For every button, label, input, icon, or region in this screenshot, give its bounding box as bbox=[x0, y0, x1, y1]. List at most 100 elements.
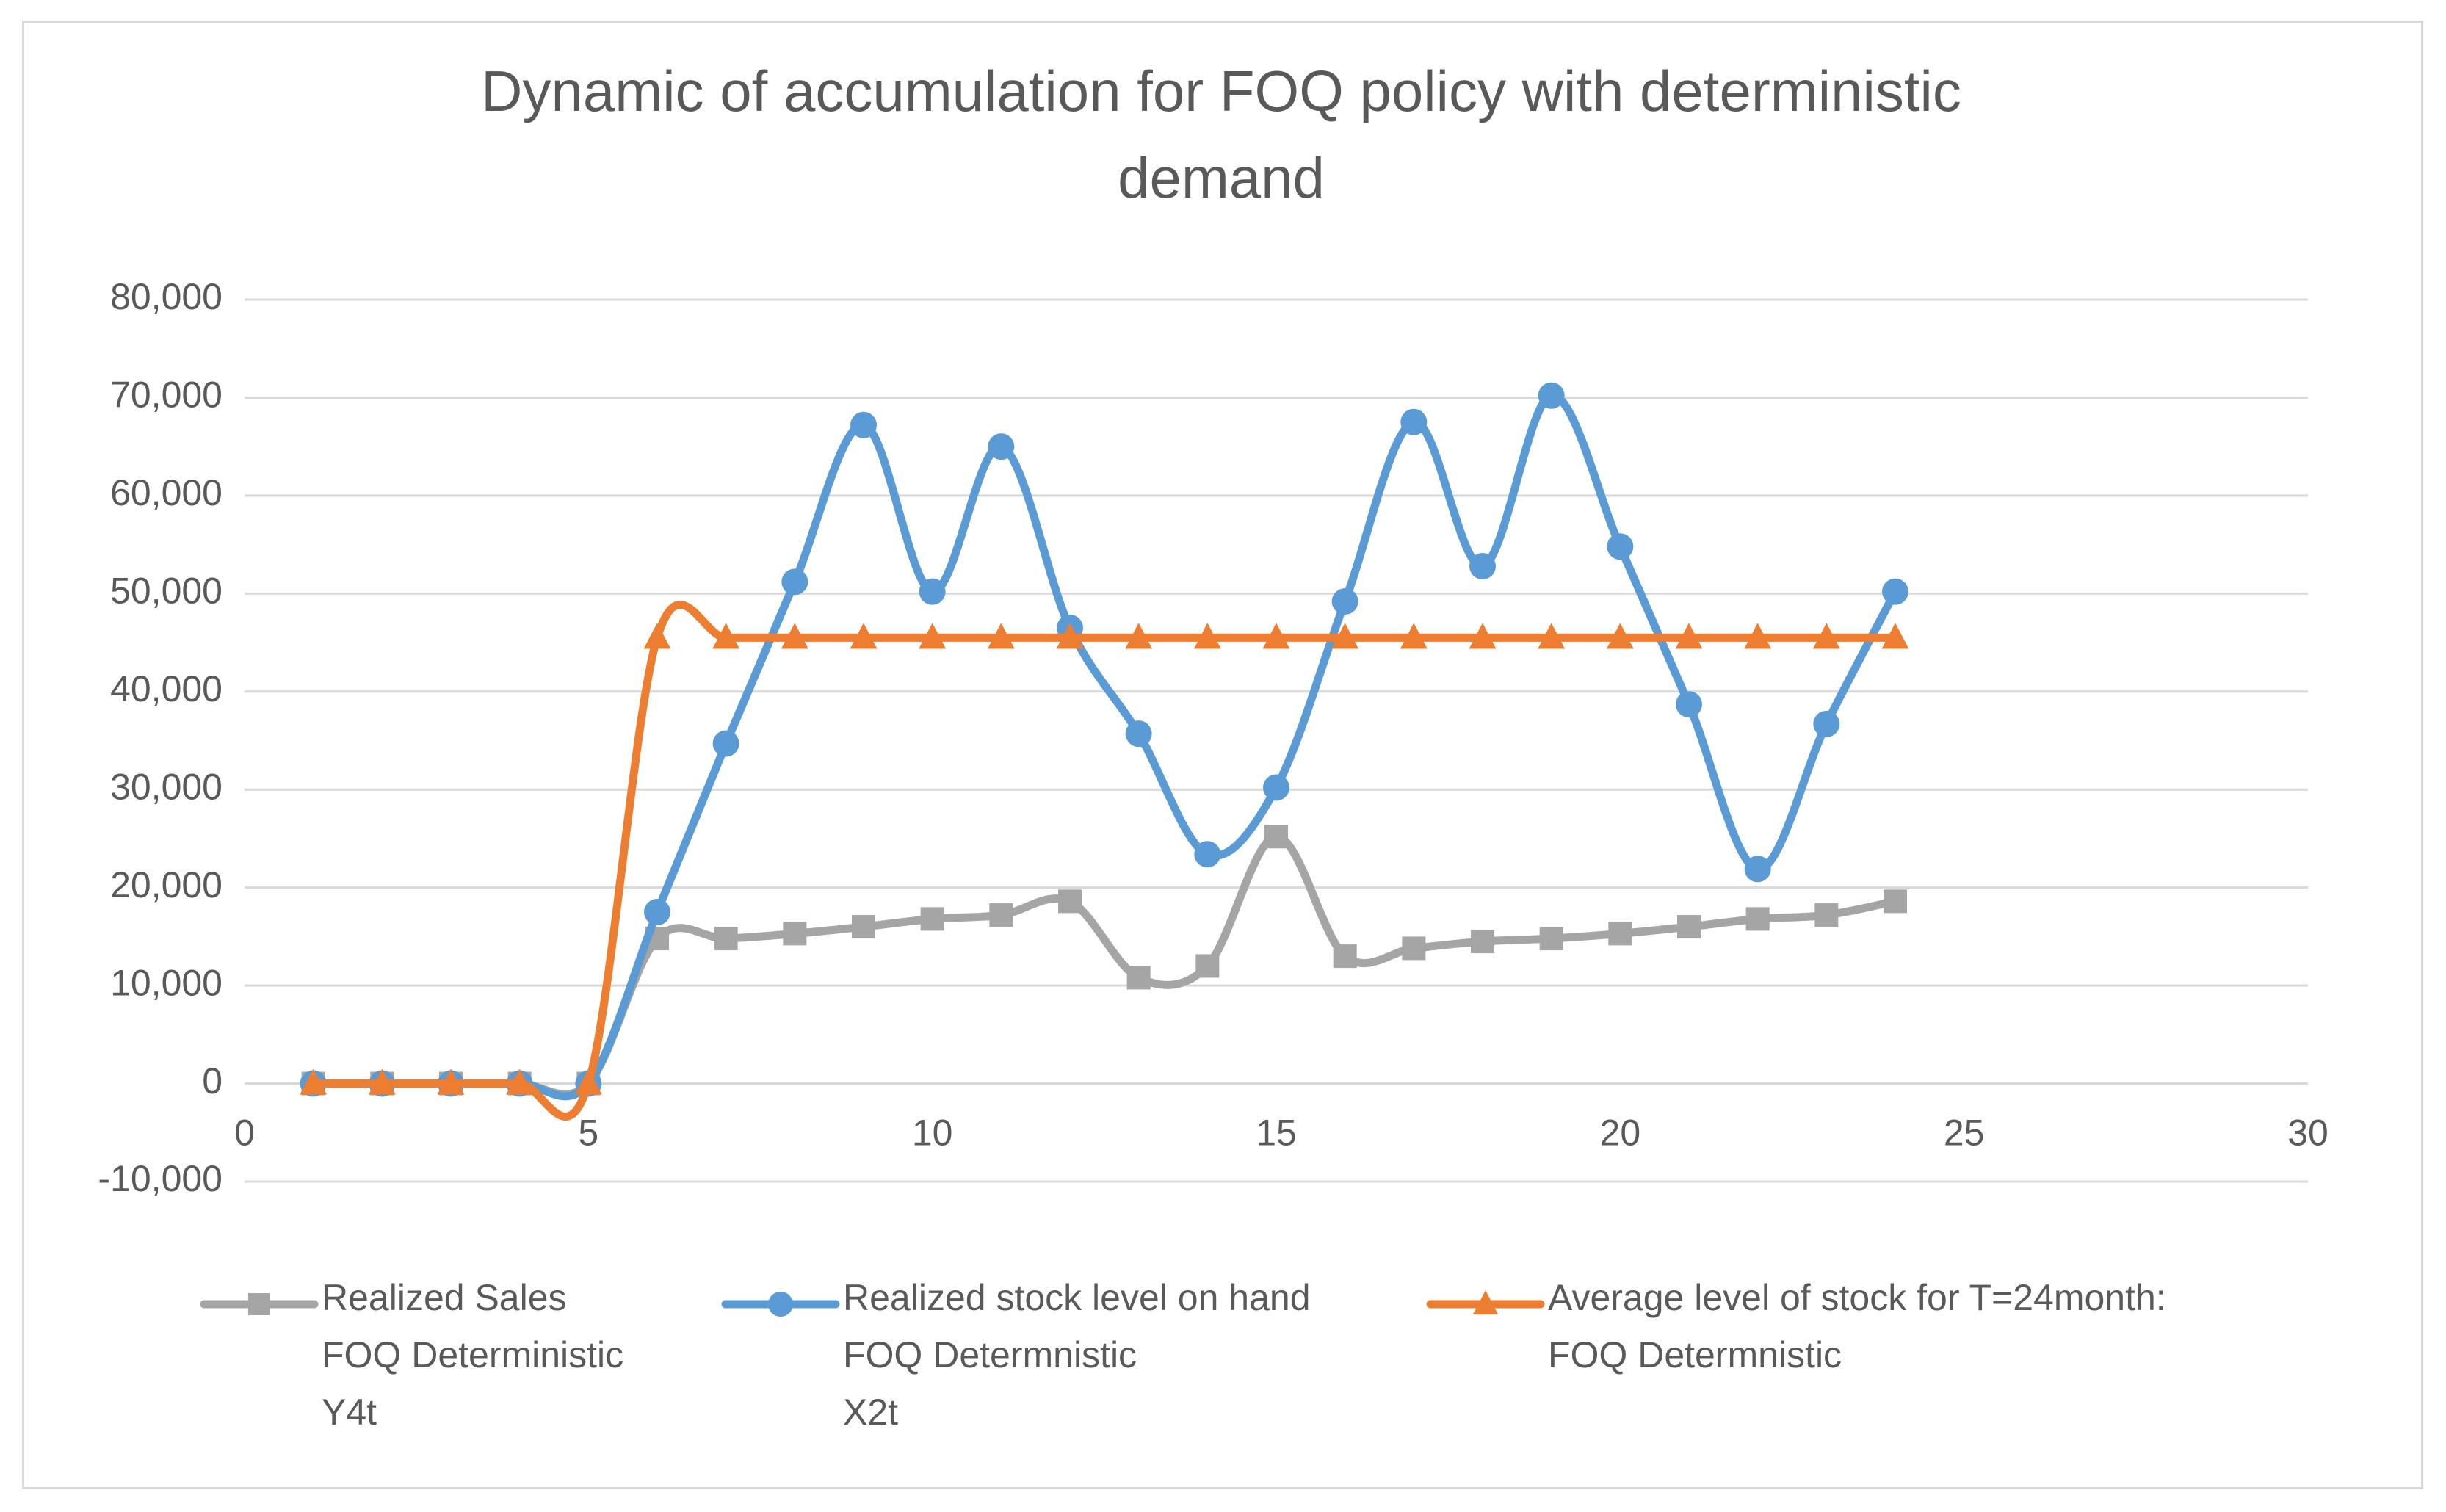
data-point-s2-x9 bbox=[850, 623, 878, 649]
y-tick-label-5: 30,000 bbox=[110, 766, 222, 807]
data-point-s2-x20 bbox=[1606, 623, 1634, 649]
data-point-s1-x9 bbox=[850, 411, 877, 438]
data-point-s0-x14 bbox=[1195, 954, 1220, 978]
y-tick-label-2: 60,000 bbox=[110, 472, 222, 513]
data-point-s0-x24 bbox=[1884, 889, 1907, 914]
y-tick-label-4: 40,000 bbox=[110, 668, 222, 709]
legend-marker-2 bbox=[1472, 1290, 1499, 1315]
series-circle-1 bbox=[300, 382, 1908, 1101]
data-point-s0-x18 bbox=[1471, 930, 1494, 954]
x-tick-label-2: 10 bbox=[912, 1113, 953, 1154]
y-tick-label-0: 80,000 bbox=[110, 276, 222, 317]
data-point-s2-x2 bbox=[368, 1068, 396, 1095]
x-tick-label-6: 30 bbox=[2287, 1113, 2329, 1154]
data-point-s2-x8 bbox=[781, 623, 808, 649]
y-tick-label-7: 10,000 bbox=[110, 962, 222, 1003]
data-point-s2-x4 bbox=[506, 1068, 534, 1095]
data-point-s0-x17 bbox=[1402, 936, 1426, 961]
y-tick-label-8: 0 bbox=[202, 1060, 222, 1102]
x-tick-label-4: 20 bbox=[1600, 1113, 1641, 1154]
series-layer bbox=[300, 382, 1909, 1121]
data-point-s2-x23 bbox=[1812, 623, 1840, 649]
data-point-s1-x21 bbox=[1676, 691, 1702, 718]
series-line-2 bbox=[309, 601, 1900, 1121]
data-point-s2-x13 bbox=[1125, 623, 1153, 649]
x-axis-ticks: 0 5 10 15 20 25 30 bbox=[234, 1113, 2329, 1154]
data-point-s2-x11 bbox=[987, 623, 1015, 649]
data-point-s2-x15 bbox=[1262, 623, 1290, 649]
data-point-s0-x20 bbox=[1608, 922, 1632, 946]
legend-label-2-line-1: FOQ Determnistic bbox=[1548, 1334, 1842, 1375]
data-point-s0-x19 bbox=[1539, 927, 1563, 951]
data-point-s1-x13 bbox=[1125, 720, 1152, 748]
chart-title-line-1: Dynamic of accumulation for FOQ policy w… bbox=[481, 59, 1961, 123]
data-point-s1-x20 bbox=[1607, 533, 1634, 560]
legend-label-1-line-1: FOQ Determnistic bbox=[843, 1334, 1137, 1375]
legend-marker-1 bbox=[768, 1292, 793, 1317]
data-point-s0-x8 bbox=[783, 922, 807, 946]
data-point-s2-x24 bbox=[1881, 623, 1909, 649]
chart-title: Dynamic of accumulation for FOQ policy w… bbox=[481, 59, 1961, 210]
data-point-s1-x10 bbox=[919, 578, 946, 605]
data-point-s2-x6 bbox=[643, 623, 671, 649]
chart-svg: Dynamic of accumulation for FOQ policy w… bbox=[98, 59, 2329, 1433]
legend-label-1-line-2: X2t bbox=[843, 1392, 898, 1433]
data-point-s2-x3 bbox=[437, 1068, 465, 1095]
data-point-s1-x7 bbox=[712, 730, 739, 757]
series-triangle-2 bbox=[300, 601, 1909, 1121]
gridlines bbox=[245, 298, 2308, 1183]
data-point-s2-x22 bbox=[1744, 623, 1772, 649]
data-point-s0-x10 bbox=[920, 907, 944, 931]
data-point-s1-x16 bbox=[1331, 588, 1358, 615]
data-point-s0-x16 bbox=[1333, 944, 1357, 969]
data-point-s2-x5 bbox=[574, 1068, 602, 1095]
legend-item-2: Average level of stock for T=24month: FOQ… bbox=[1426, 1277, 2166, 1375]
data-point-s2-x16 bbox=[1331, 623, 1359, 649]
data-point-s0-x15 bbox=[1264, 825, 1288, 849]
x-tick-label-0: 0 bbox=[234, 1113, 255, 1154]
y-tick-label-1: 70,000 bbox=[110, 375, 222, 416]
data-point-s1-x15 bbox=[1263, 774, 1289, 801]
legend-label-2-line-0: Average level of stock for T=24month: bbox=[1548, 1277, 2166, 1318]
y-tick-label-3: 50,000 bbox=[110, 571, 222, 612]
data-point-s2-x18 bbox=[1469, 623, 1497, 649]
data-point-s2-x19 bbox=[1538, 623, 1566, 649]
legend-label-0-line-1: FOQ Deterministic bbox=[322, 1334, 623, 1375]
data-point-s1-x19 bbox=[1538, 382, 1565, 409]
data-point-s1-x6 bbox=[644, 899, 670, 926]
data-point-s1-x22 bbox=[1744, 856, 1771, 883]
data-point-s2-x10 bbox=[919, 623, 947, 649]
data-point-s1-x18 bbox=[1469, 552, 1496, 579]
x-tick-label-5: 25 bbox=[1944, 1113, 1985, 1154]
legend-marker-0 bbox=[248, 1293, 270, 1315]
data-point-s1-x17 bbox=[1400, 408, 1428, 435]
data-point-s1-x14 bbox=[1194, 841, 1221, 868]
x-tick-label-3: 15 bbox=[1256, 1113, 1297, 1154]
legend-item-0: Realized Sales FOQ Deterministic Y4t bbox=[200, 1277, 623, 1433]
data-point-s0-x7 bbox=[714, 927, 738, 951]
data-point-s0-x9 bbox=[852, 915, 875, 939]
data-point-s2-x17 bbox=[1400, 623, 1428, 649]
legend-label-1-line-0: Realized stock level on hand bbox=[843, 1277, 1311, 1318]
data-point-s1-x24 bbox=[1882, 578, 1908, 605]
x-tick-label-1: 5 bbox=[578, 1113, 598, 1154]
series-line-1 bbox=[309, 391, 1900, 1101]
y-axis-ticks: 80,000 70,000 60,000 50,000 40,000 30,000 20,0… bbox=[98, 276, 222, 1199]
data-point-s2-x7 bbox=[712, 623, 740, 649]
data-point-s2-x12 bbox=[1056, 623, 1084, 649]
data-point-s0-x22 bbox=[1745, 907, 1770, 931]
data-point-s2-x14 bbox=[1193, 623, 1221, 649]
y-tick-label-9: -10,000 bbox=[98, 1158, 222, 1199]
legend-label-0-line-2: Y4t bbox=[322, 1392, 377, 1433]
data-point-s0-x12 bbox=[1058, 889, 1082, 914]
data-point-s0-x21 bbox=[1677, 915, 1701, 939]
legend-item-1: Realized stock level on hand FOQ Determni… bbox=[721, 1277, 1311, 1433]
data-point-s1-x8 bbox=[781, 568, 808, 596]
chart-frame: Dynamic of accumulation for FOQ policy w… bbox=[22, 21, 2423, 1489]
legend-label-0-line-0: Realized Sales bbox=[322, 1277, 567, 1318]
y-tick-label-6: 20,000 bbox=[110, 864, 222, 905]
data-point-s0-x13 bbox=[1126, 966, 1151, 990]
chart-title-line-2: demand bbox=[1118, 145, 1325, 210]
series-line-0 bbox=[309, 832, 1900, 1099]
